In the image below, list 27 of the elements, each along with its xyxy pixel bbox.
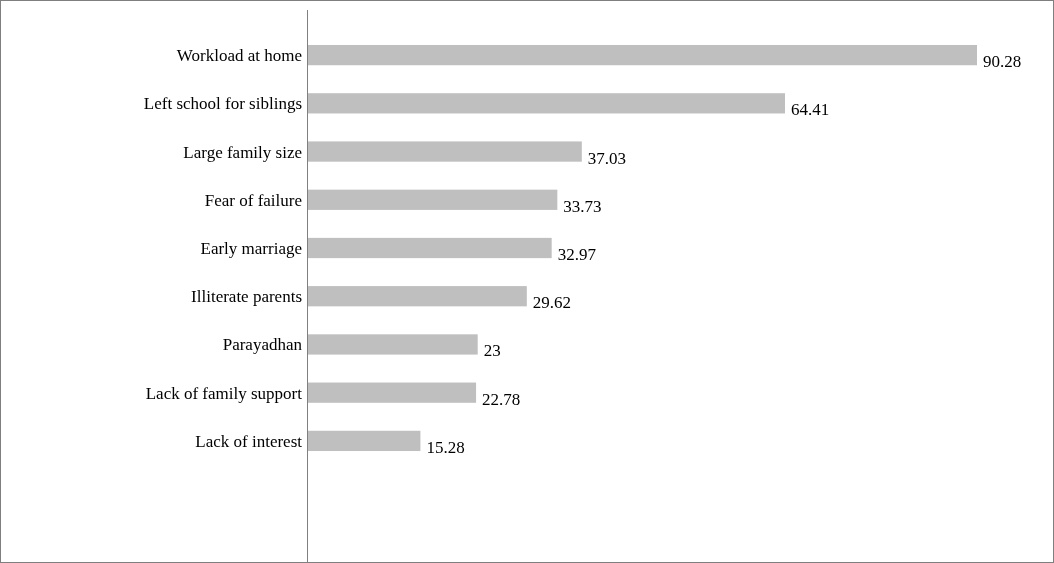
data-label: 23: [483, 341, 501, 361]
data-label: 37.03: [587, 148, 627, 168]
y-tick-label: Lack of interest: [195, 431, 303, 451]
bar: [307, 189, 558, 210]
y-tick-label: Large family size: [183, 142, 302, 162]
data-label: 64.41: [791, 100, 830, 120]
y-tick-label: Workload at home: [176, 46, 302, 66]
bar: [307, 382, 477, 403]
bar: [307, 141, 582, 162]
data-label: 32.97: [557, 245, 597, 264]
bar: [307, 286, 527, 307]
data-label: 90.28: [983, 52, 1022, 72]
bar: [307, 334, 478, 355]
y-tick-label: Illiterate parents: [191, 287, 302, 307]
y-tick-label: Lack of family support: [145, 383, 303, 403]
data-label: 22.78: [482, 389, 521, 409]
bar: [307, 237, 552, 259]
data-label: 15.28: [426, 437, 465, 457]
data-label: 29.62: [532, 293, 572, 313]
bar: [307, 44, 977, 66]
data-label: 33.73: [563, 196, 602, 216]
y-tick-label: Parayadhan: [222, 335, 303, 355]
y-tick-label: Early marriage: [200, 238, 302, 258]
y-tick-label: Left school for siblings: [143, 94, 302, 114]
y-tick-label: Fear of failure: [204, 190, 302, 210]
bar: [307, 93, 786, 114]
bar: [307, 430, 421, 452]
